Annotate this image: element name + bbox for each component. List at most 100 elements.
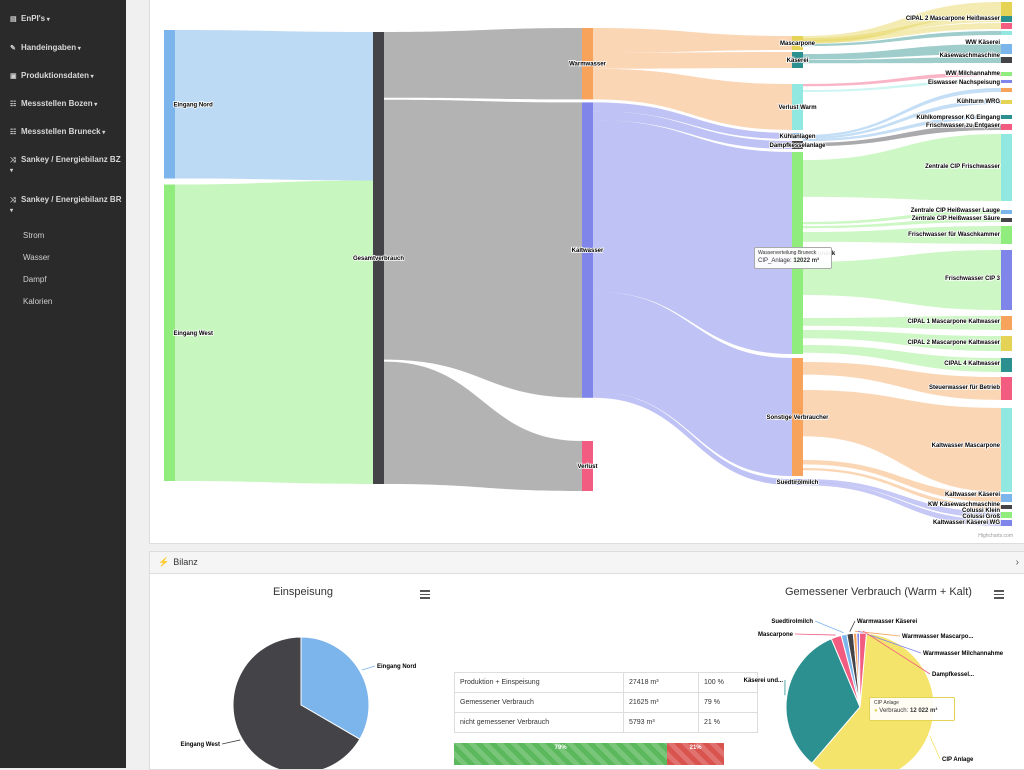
- chevron-right-icon[interactable]: ›: [1016, 552, 1019, 573]
- random-icon: ⤨: [10, 197, 19, 205]
- pie-label: CIP Anlage: [942, 757, 974, 763]
- sankey-link: [384, 100, 582, 398]
- sankey-link: [593, 52, 792, 69]
- pie-label: Eingang West: [180, 742, 220, 748]
- sankey-node: [1001, 250, 1012, 310]
- pie-label: Dampfkessel...: [932, 672, 974, 678]
- sankey-node-label: Kühlanlagen: [779, 134, 815, 140]
- sankey-node: [1001, 494, 1012, 502]
- sankey-node-label: Kühlkompressor KG Eingang: [916, 115, 1000, 121]
- pie-label: Warmwasser Milchannahme: [923, 651, 1004, 657]
- sankey-node-label: Zentrale CIP Heißwasser Säure: [912, 216, 1001, 222]
- sidebar-item-0[interactable]: ▤EnPI's ▾: [10, 14, 50, 23]
- sankey-node-label: CIPAL 2 Mascarpone Kaltwasser: [908, 340, 1001, 346]
- sidebar-item-label: Messstellen Bozen: [21, 99, 93, 108]
- sankey-tooltip-label: CIP_Anlage:: [758, 258, 792, 264]
- sankey-node-label: Kühlturm WRG: [957, 99, 1000, 105]
- pie-label: Mascarpone: [758, 632, 794, 638]
- caret-down-icon: ▾: [101, 130, 106, 136]
- sankey-node: [1001, 336, 1012, 351]
- pie-connector: [815, 621, 844, 633]
- sankey-node-label: Suedtirolmilch: [777, 480, 819, 486]
- sankey-node: [1001, 408, 1012, 492]
- sankey-node: [1001, 57, 1012, 63]
- pie-connector: [850, 621, 855, 632]
- sankey-node: [1001, 377, 1012, 400]
- sidebar-item-1[interactable]: ✎Handeingaben ▾: [10, 43, 81, 52]
- sankey-node: [1001, 44, 1012, 54]
- sidebar-subitem-wasser[interactable]: Wasser: [23, 253, 50, 262]
- sidebar-item-5[interactable]: ⤨Sankey / Energiebilanz BZ ▾: [10, 155, 121, 174]
- sankey-node: [1001, 134, 1012, 201]
- sidebar-item-4[interactable]: ☷Messstellen Bruneck ▾: [10, 127, 105, 136]
- caret-down-icon: ▾: [10, 168, 13, 174]
- table-cell-value: 21625 m³: [624, 693, 699, 713]
- sankey-node-label: Kaltwasser Mascarpone: [932, 443, 1001, 449]
- table-cell-value: 27418 m³: [624, 673, 699, 693]
- sidebar-subitem-dampf[interactable]: Dampf: [23, 275, 47, 284]
- sidebar-item-6[interactable]: ⤨Sankey / Energiebilanz BR ▾: [10, 195, 121, 214]
- sankey-node: [1001, 31, 1012, 35]
- sankey-node-label: Eiswasser Nachspeisung: [928, 80, 1000, 86]
- pie-connector: [222, 740, 240, 744]
- progress-segment: 79%: [454, 743, 667, 765]
- sankey-link: [803, 390, 1001, 492]
- sankey-node-label: Kaltwasser Käserei WG: [933, 520, 1000, 526]
- sankey-node-label: Käsewaschmaschine: [940, 53, 1001, 59]
- sitemap-icon: ☷: [10, 100, 19, 108]
- sankey-node: [1001, 72, 1012, 76]
- sankey-node-label: Käserei: [787, 58, 809, 64]
- sidebar-item-label: Sankey / Energiebilanz BR: [21, 195, 121, 204]
- sidebar-item-label: Produktionsdaten: [21, 71, 89, 80]
- pie-label: Warmwasser Käserei: [857, 619, 917, 625]
- table-cell-value: 5793 m³: [624, 713, 699, 733]
- sankey-node: [1001, 505, 1012, 509]
- caret-down-icon: ▾: [93, 102, 98, 108]
- caret-down-icon: ▾: [76, 46, 81, 52]
- sankey-node-label: Eingang West: [174, 331, 214, 337]
- sankey-node-label: Zentrale CIP Heißwasser Lauge: [911, 208, 1001, 214]
- sankey-link: [384, 28, 582, 99]
- einspeisung-pie-chart[interactable]: Eingang Nord Eingang West: [150, 574, 450, 769]
- sankey-node-label: Kaltwasser: [572, 248, 604, 254]
- sankey-node: [1001, 100, 1012, 104]
- sankey-node-label: Frischwasser zu Entgaser: [926, 123, 1001, 129]
- bilanz-title: Bilanz: [173, 557, 198, 567]
- pie-label: Käserei und...: [744, 678, 784, 684]
- sidebar-item-3[interactable]: ☷Messstellen Bozen ▾: [10, 99, 97, 108]
- sankey-tooltip-value: 12022 m³: [793, 258, 819, 264]
- sidebar-subitem-kalorien[interactable]: Kalorien: [23, 297, 52, 306]
- plug-icon: ⚡: [158, 557, 169, 567]
- pie-connector: [930, 736, 940, 759]
- bilanz-header[interactable]: ⚡ Bilanz ›: [150, 552, 1024, 574]
- pie-label: Eingang Nord: [377, 664, 417, 670]
- sidebar-subitem-strom[interactable]: Strom: [23, 231, 44, 240]
- caret-down-icon: ▾: [89, 74, 94, 80]
- chart-credits[interactable]: Highcharts.com: [978, 533, 1013, 539]
- sankey-node-label: CIPAL 2 Mascarpone Heißwasser: [906, 16, 1001, 22]
- sankey-tooltip-title: Wasserverteilung Bruneck: [758, 250, 828, 256]
- sankey-node-label: CIPAL 1 Mascarpone Kaltwasser: [908, 319, 1001, 325]
- sankey-tooltip: Wasserverteilung Bruneck CIP_Anlage: 120…: [754, 247, 832, 269]
- bilanz-progress: 79%21%: [454, 743, 724, 765]
- dashboard-icon: ▤: [10, 15, 19, 23]
- sankey-node: [1001, 115, 1012, 119]
- sankey-node-label: WW Milchannahme: [945, 71, 1000, 77]
- sankey-node: [1001, 80, 1012, 83]
- pie-tooltip-label: Verbrauch:: [879, 708, 908, 714]
- sidebar-item-2[interactable]: ▣Produktionsdaten ▾: [10, 71, 94, 80]
- sidebar-item-label: Handeingaben: [21, 43, 76, 52]
- pie-label: Warmwasser Mascarpo...: [902, 634, 974, 640]
- table-cell-label: Gemessener Verbrauch: [455, 693, 624, 713]
- progress-segment: 21%: [667, 743, 724, 765]
- sidebar: ▤EnPI's ▾ ✎Handeingaben ▾ ▣Produktionsdate…: [0, 0, 126, 768]
- sankey-node: [1001, 2, 1012, 16]
- sankey-node-label: Warmwasser: [569, 62, 606, 68]
- sankey-node-label: Frischwasser für Waschkammer: [908, 232, 1000, 238]
